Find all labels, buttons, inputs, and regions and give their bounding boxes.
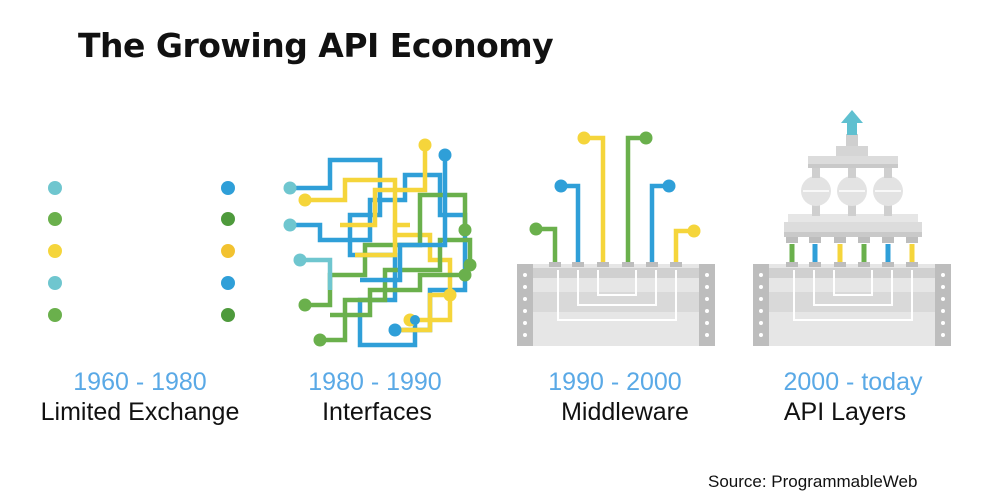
tangled-wires-icon: [290, 145, 473, 348]
parallel-lines-icon: [48, 181, 235, 322]
tangled-wires-nodes: [283, 138, 477, 347]
era-years: 1960 - 1980: [73, 368, 207, 396]
source-credit: Source: ProgrammableWeb: [708, 472, 918, 491]
era-years: 1980 - 1990: [308, 368, 442, 396]
era-name: Interfaces: [322, 398, 432, 426]
era-years: 1990 - 2000: [548, 368, 682, 396]
middleware-box-icon: [517, 131, 715, 346]
api-layers-icon: [753, 110, 951, 346]
page-title: The Growing API Economy: [78, 26, 554, 65]
era-name: API Layers: [783, 398, 907, 426]
era-years: 2000 - today: [783, 368, 923, 396]
era-name: Middleware: [561, 398, 689, 426]
era-name: Limited Exchange: [40, 398, 240, 426]
